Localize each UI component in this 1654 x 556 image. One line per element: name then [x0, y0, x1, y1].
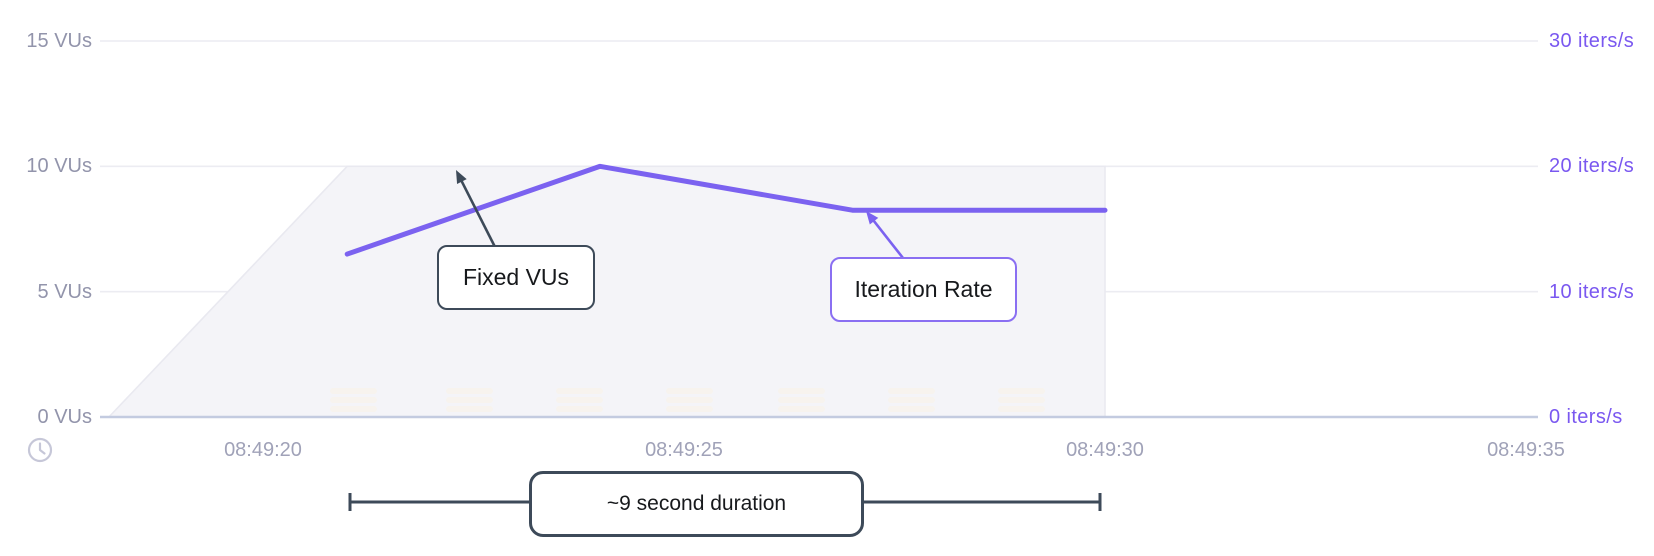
x-axis-tick-label: 08:49:30	[1066, 439, 1144, 461]
right-axis-tick-label: 20 iters/s	[1549, 155, 1635, 178]
faint-mark	[778, 388, 825, 394]
faint-mark	[888, 406, 935, 412]
left-axis-tick-label: 5 VUs	[37, 280, 92, 303]
clock-icon	[27, 437, 53, 463]
faint-mark	[330, 388, 377, 394]
fixed-vus-callout-label: Fixed VUs	[462, 264, 570, 290]
faint-mark	[446, 406, 493, 412]
duration-callout-label: ~9 second duration	[606, 492, 787, 515]
faint-mark	[998, 397, 1045, 403]
left-axis-tick-label: 15 VUs	[26, 29, 92, 52]
faint-mark	[888, 388, 935, 394]
x-axis-tick-label: 08:49:25	[645, 439, 723, 461]
faint-mark	[446, 397, 493, 403]
faint-mark	[556, 388, 603, 394]
iteration-rate-line	[344, 163, 1108, 257]
fixed-vus-arrow-head	[456, 170, 467, 185]
left-axis-tick-label: 0 VUs	[37, 406, 92, 428]
faint-mark	[330, 406, 377, 412]
faint-mark	[446, 388, 493, 394]
left-axis-tick-label: 10 VUs	[26, 155, 92, 178]
fixed-vus-arrow	[459, 178, 497, 248]
fixed-vus-callout: Fixed VUs	[437, 245, 595, 310]
iteration-rate-arrow-head	[866, 211, 879, 225]
x-axis-tick-label: 08:49:20	[224, 439, 302, 461]
duration-callout: ~9 second duration	[529, 471, 864, 537]
x-axis-tick-label: 08:49:35	[1487, 439, 1565, 461]
faint-mark	[666, 397, 713, 403]
faint-mark	[778, 397, 825, 403]
iteration-rate-callout-label: Iteration Rate	[854, 276, 993, 302]
iteration-rate-arrow	[871, 218, 905, 259]
faint-mark	[666, 406, 713, 412]
faint-mark	[998, 406, 1045, 412]
iteration-rate-callout: Iteration Rate	[830, 257, 1017, 322]
faint-mark	[556, 397, 603, 403]
vus-area	[108, 166, 1105, 417]
faint-mark	[998, 388, 1045, 394]
faint-mark	[666, 388, 713, 394]
vus-area-edge	[108, 165, 1106, 418]
faint-mark	[556, 406, 603, 412]
right-axis-tick-label: 10 iters/s	[1549, 280, 1635, 303]
right-axis-tick-label: 0 iters/s	[1549, 406, 1623, 428]
right-axis-tick-label: 30 iters/s	[1549, 30, 1635, 52]
faint-mark	[778, 406, 825, 412]
faint-mark	[330, 397, 377, 403]
faint-mark	[888, 397, 935, 403]
